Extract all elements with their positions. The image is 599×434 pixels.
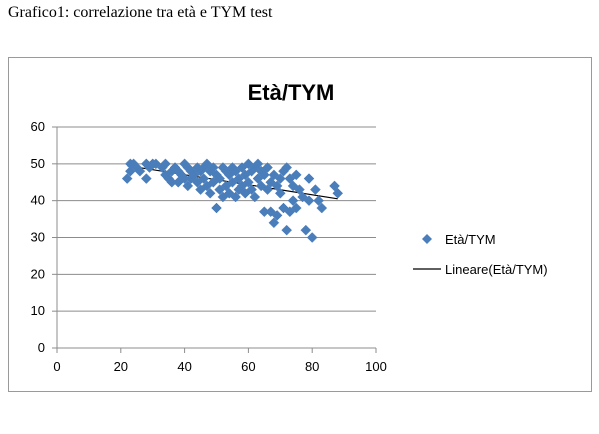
gridlines [57,126,376,312]
legend-label-trendline: Lineare(Età/TYM) [445,262,548,277]
data-point [274,173,286,184]
data-point [290,202,302,214]
data-points [121,158,344,243]
x-tick-label: 100 [365,359,387,374]
data-point [140,173,152,184]
y-tick-label: 30 [31,230,45,245]
data-point [252,158,264,170]
data-point [306,232,318,243]
data-point [281,162,293,173]
data-point [207,162,219,173]
legend-marker-series [422,234,432,244]
data-point [274,187,286,199]
data-point [243,176,254,188]
scatter-chart: Età/TYM 0 10 20 30 40 50 60 0 20 40 60 80 100 Età/TY… [31,80,548,374]
data-point [332,187,344,199]
data-point [182,180,194,192]
data-point [204,187,216,199]
data-point [258,169,270,181]
x-tick-label: 40 [177,359,191,374]
y-tick-label: 20 [31,266,45,281]
x-tick-label: 20 [114,359,128,374]
data-point [303,195,315,207]
data-point [303,173,315,184]
y-tick-label: 50 [31,156,45,171]
data-point [310,184,321,195]
x-tick-label: 0 [53,359,60,374]
chart-title: Età/TYM [248,80,335,105]
legend: Età/TYM Lineare(Età/TYM) [413,232,548,277]
data-point [329,180,340,192]
x-tick-label: 60 [241,359,255,374]
data-point [271,210,283,221]
data-point [246,184,257,195]
y-tick-label: 60 [31,119,45,134]
data-point [294,184,305,195]
data-point [313,195,324,207]
data-point [198,173,210,184]
data-point [214,173,226,184]
data-point [290,169,302,181]
data-point [121,173,133,184]
y-tick-label: 40 [31,193,45,208]
data-point [211,202,222,214]
data-point [160,158,171,170]
data-point [230,191,241,203]
figure-caption: Grafico1: correlazione tra età e TYM tes… [8,4,273,21]
data-point [262,184,273,195]
y-tick-label: 0 [38,340,45,355]
data-point [316,202,328,214]
data-point [271,180,283,192]
chart-area: Età/TYM 0 10 20 30 40 50 60 0 20 40 60 80 100 Età/TY… [8,57,592,392]
data-point [281,224,293,236]
data-point [300,224,312,236]
data-point [134,165,146,177]
axes: 0 10 20 30 40 50 60 0 20 40 60 80 100 [31,119,387,374]
x-tick-label: 80 [305,359,319,374]
data-point [268,217,280,229]
legend-label-series: Età/TYM [445,232,496,247]
y-tick-label: 10 [31,303,45,318]
data-point [249,191,261,203]
data-point [262,162,273,173]
data-point [287,195,299,207]
